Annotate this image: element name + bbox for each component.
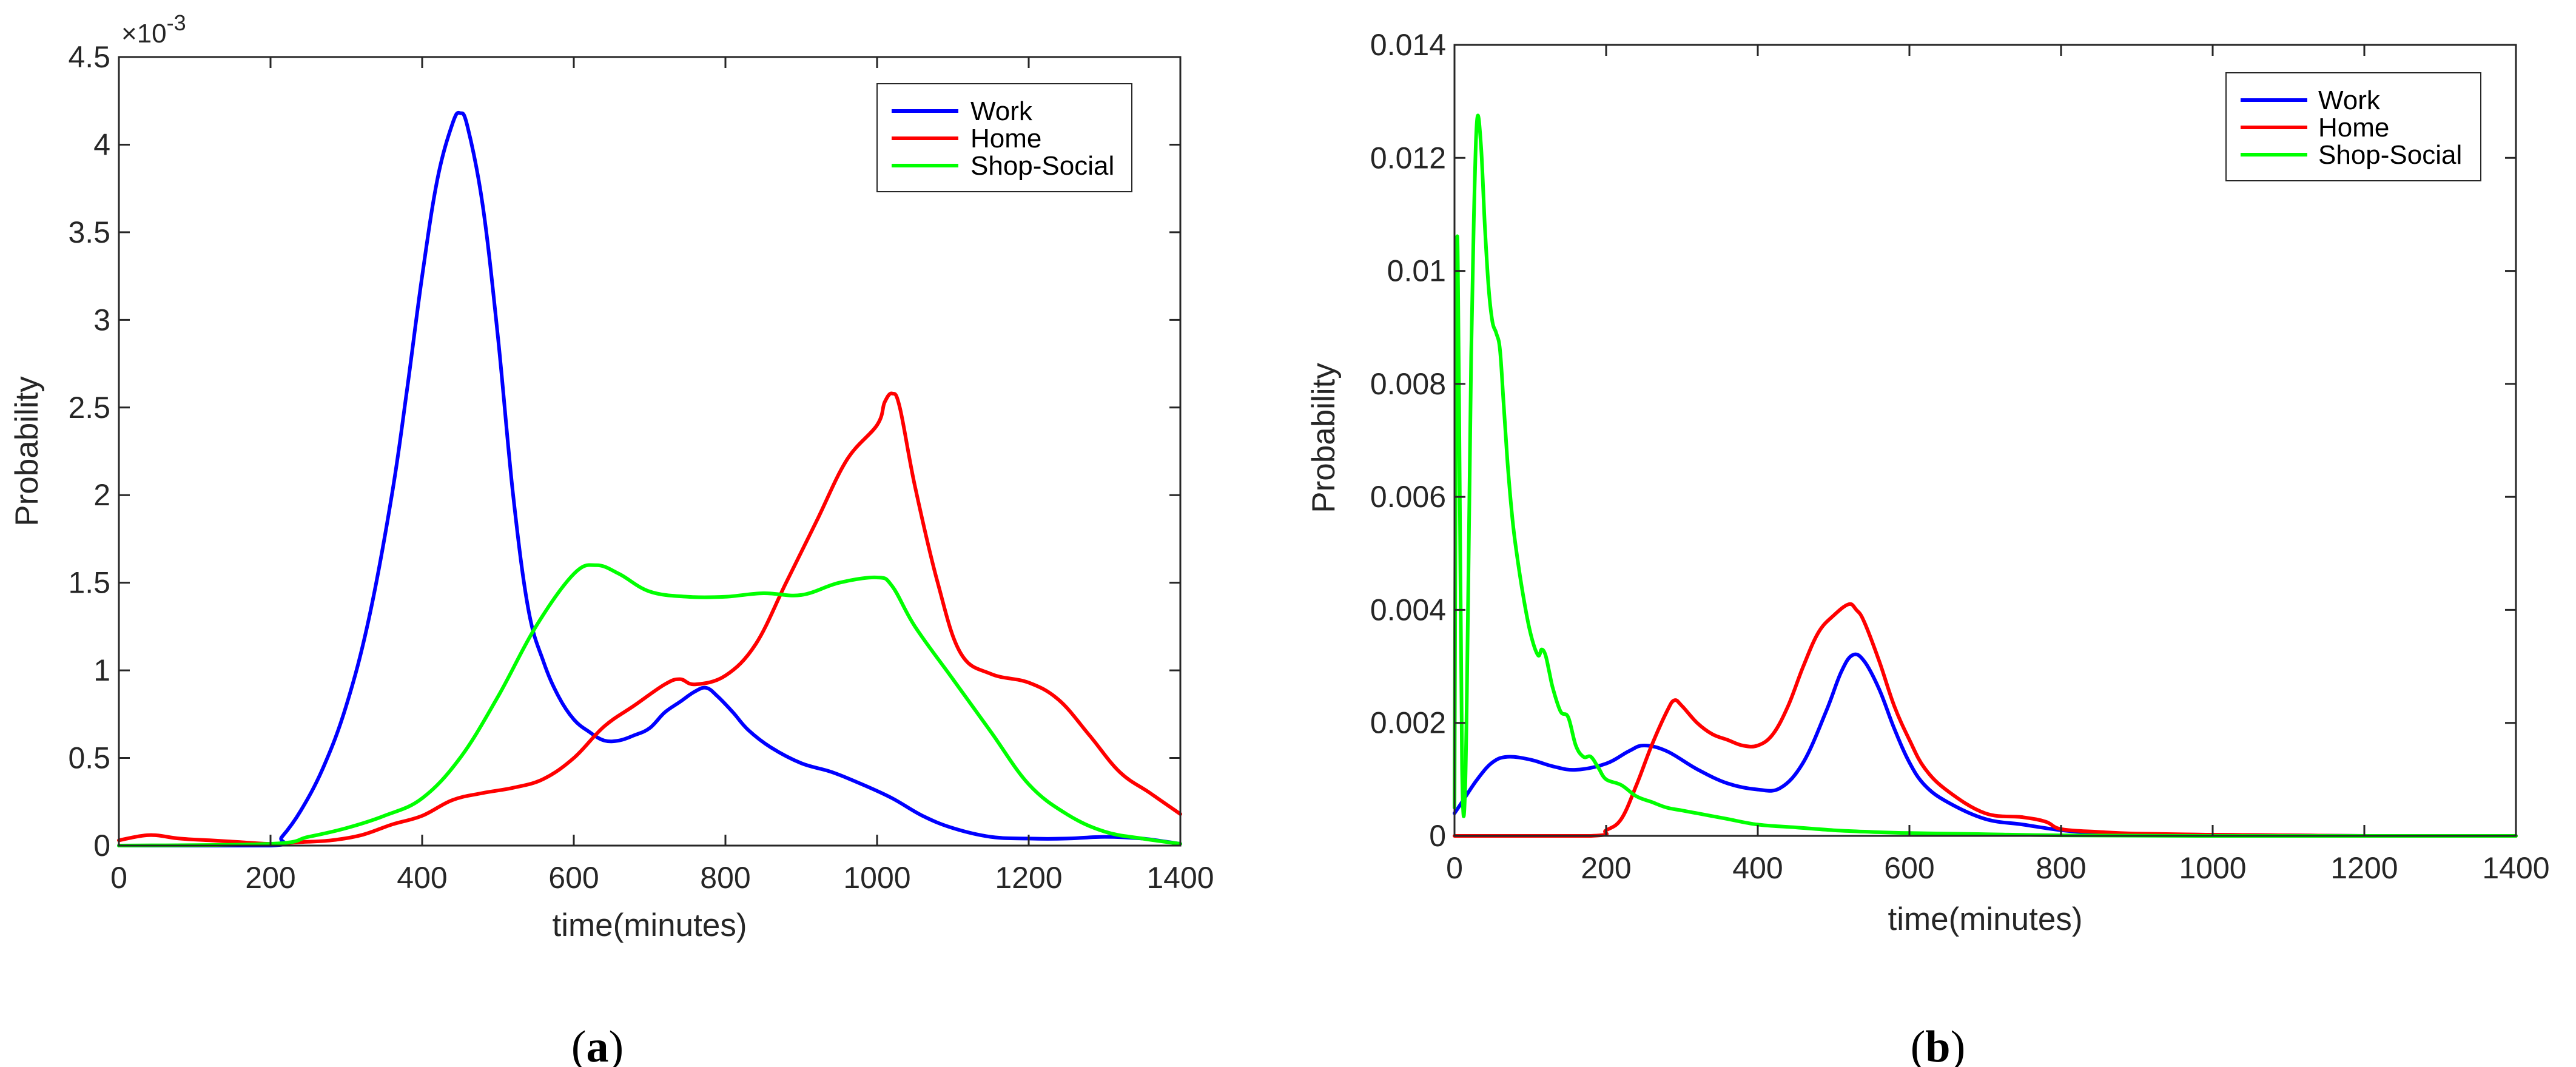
x-tick-label: 1200 xyxy=(2330,851,2398,885)
legend-label-work-a: Work xyxy=(970,96,1033,126)
caption-a: (a) xyxy=(571,1022,624,1067)
axes-frame-a xyxy=(118,56,1182,847)
legend-a: Work Home Shop-Social xyxy=(876,83,1132,192)
x-tick-label: 800 xyxy=(700,861,750,895)
y-tick-label: 4 xyxy=(93,127,110,161)
y-tick-label: 1 xyxy=(93,653,110,687)
x-tick-label: 1000 xyxy=(2179,851,2246,885)
y-ticks-b: 0 0.002 0.004 0.006 0.008 0.01 0.012 0.014 xyxy=(1370,28,2516,853)
x-tick-label: 600 xyxy=(1884,851,1934,885)
y-tick-label: 3 xyxy=(93,303,110,337)
series-group-b xyxy=(1453,113,2518,838)
x-tick-label: 0 xyxy=(110,861,127,895)
legend-label-work-b: Work xyxy=(2318,86,2381,115)
y-tick-label: 0.002 xyxy=(1370,706,1446,740)
y-tick-label: 0.5 xyxy=(68,741,110,775)
series-line-shop-social-a xyxy=(117,563,1182,847)
y-axis-label-b: Probability xyxy=(1306,363,1342,513)
x-ticks-b: 0 200 400 600 800 1000 1200 1400 xyxy=(1446,45,2550,885)
y-tick-label: 0.006 xyxy=(1370,480,1446,514)
legend-label-shop-social-b: Shop-Social xyxy=(2318,140,2462,170)
legend-label-home-b: Home xyxy=(2318,113,2389,143)
axes-frame-b xyxy=(1453,44,2517,837)
y-scale-power-a: -3 xyxy=(167,10,186,35)
series-line-shop-social-b xyxy=(1453,113,2518,838)
legend-label-shop-social-a: Shop-Social xyxy=(970,151,1114,181)
y-ticks-a: 0 0.5 1 1.5 2 2.5 3 3.5 4 4.5 xyxy=(68,40,1180,863)
series-line-home-a xyxy=(117,391,1182,846)
y-tick-label: 0.008 xyxy=(1370,367,1446,401)
legend-label-home-a: Home xyxy=(970,124,1041,153)
y-tick-label: 0.004 xyxy=(1370,593,1446,627)
chart-panel-a: 0 200 400 600 800 1000 1200 1400 0 0.5 1 1.5 2 2.5 3 3… xyxy=(9,10,1214,1067)
x-axis-label-a: time(minutes) xyxy=(552,907,747,943)
x-axis-label-b: time(minutes) xyxy=(1888,901,2082,937)
x-tick-label: 200 xyxy=(1581,851,1631,885)
x-tick-label: 200 xyxy=(245,861,295,895)
x-tick-label: 1400 xyxy=(2482,851,2549,885)
chart-panel-b: 0 200 400 600 800 1000 1200 1400 0 0.002 0.004 0.0… xyxy=(1306,28,2550,1067)
y-tick-label: 0 xyxy=(93,829,110,863)
y-tick-label: 0 xyxy=(1429,819,1446,853)
series-group-a xyxy=(117,110,1182,848)
y-tick-label: 0.012 xyxy=(1370,141,1446,175)
series-line-home-b xyxy=(1453,602,2518,838)
x-tick-label: 600 xyxy=(548,861,599,895)
legend-b: Work Home Shop-Social xyxy=(2225,72,2481,181)
x-tick-label: 400 xyxy=(397,861,447,895)
y-tick-label: 2.5 xyxy=(68,391,110,425)
x-tick-label: 1000 xyxy=(843,861,910,895)
x-tick-label: 400 xyxy=(1732,851,1783,885)
x-tick-label: 800 xyxy=(2036,851,2086,885)
y-tick-label: 1.5 xyxy=(68,566,110,600)
y-scale-exponent-a: ×10-3 xyxy=(121,10,186,49)
y-scale-base-a: ×10 xyxy=(121,19,167,49)
y-tick-label: 0.014 xyxy=(1370,28,1446,62)
x-tick-label: 1400 xyxy=(1146,861,1214,895)
series-line-work-a xyxy=(117,110,1182,848)
x-tick-label: 1200 xyxy=(995,861,1062,895)
caption-b: (b) xyxy=(1911,1022,1965,1067)
y-axis-label-a: Probability xyxy=(9,376,45,527)
x-tick-label: 0 xyxy=(1446,851,1463,885)
y-tick-label: 0.01 xyxy=(1387,254,1446,288)
y-tick-label: 4.5 xyxy=(68,40,110,74)
x-ticks-a: 0 200 400 600 800 1000 1200 1400 xyxy=(110,57,1214,895)
y-tick-label: 3.5 xyxy=(68,215,110,249)
y-tick-label: 2 xyxy=(93,478,110,512)
